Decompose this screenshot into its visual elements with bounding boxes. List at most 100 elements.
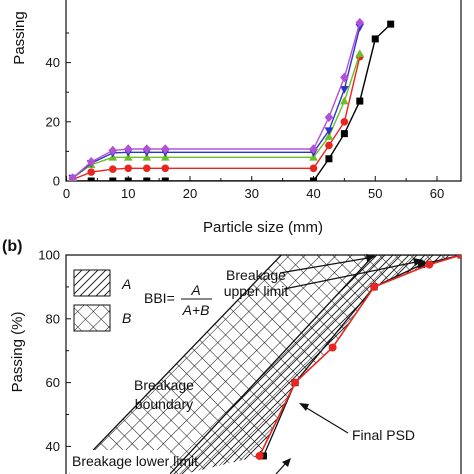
data-point [457, 255, 461, 259]
region-b-crosshatch [70, 255, 461, 474]
x-axis-label: Particle size (mm) [203, 219, 323, 236]
arrow-lower-limit [275, 462, 287, 474]
data-point [309, 164, 318, 173]
x-tick-label-a: 10 [121, 186, 135, 201]
series-line [72, 23, 392, 181]
y-tick-label-b: 80 [46, 311, 60, 326]
legend-swatch-b [73, 304, 111, 332]
legend-swatch-a [73, 269, 111, 297]
data-point [109, 177, 117, 181]
data-point [387, 20, 395, 28]
x-tick-label-a: 30 [245, 186, 259, 201]
legend-label-b: B [122, 310, 131, 326]
data-point [328, 343, 337, 352]
panel-a: 0 10 20 30 40 50 60 0 20 40 Particle size (mm) Pa… [11, 0, 462, 236]
data-point [291, 378, 300, 387]
series-line [72, 56, 361, 181]
annotation-boundary-1: Breakage [134, 377, 194, 393]
data-point [123, 144, 133, 154]
annotation-upper-limit-1: Breakage [226, 267, 286, 283]
arrowhead-lower-limit [282, 458, 291, 467]
data-point [340, 96, 349, 105]
arrow-final-psd [304, 406, 349, 434]
data-point [355, 17, 365, 28]
data-point [87, 177, 95, 181]
data-point [355, 49, 365, 58]
x-tick-label-a: 50 [368, 186, 382, 201]
series-line [72, 22, 361, 179]
panel-label-b: (b) [2, 238, 22, 255]
data-point [340, 72, 349, 83]
data-point [340, 130, 348, 138]
data-point [325, 141, 333, 150]
data-point [324, 127, 334, 136]
data-point [324, 112, 334, 123]
data-point [68, 173, 77, 181]
y-tick-label-b: 40 [46, 439, 60, 454]
arrowhead-upper-limit-1 [366, 254, 376, 262]
data-point [324, 132, 334, 140]
data-point [124, 164, 133, 173]
data-point [255, 451, 264, 460]
data-point [355, 23, 365, 32]
bbi-equation-lhs: BBI= [144, 290, 175, 306]
panel-b-areas [70, 255, 461, 474]
y-tick-label-a: 0 [53, 174, 60, 189]
data-point [371, 35, 379, 43]
annotation-final-psd: Final PSD [352, 427, 415, 443]
series-4 [68, 17, 365, 181]
panel-a-ticks: 0 10 20 30 40 50 60 0 20 40 [46, 32, 444, 201]
data-point [370, 282, 379, 291]
y-axis-label-b: Passing (%) [9, 312, 26, 393]
data-point [109, 165, 117, 173]
x-tick-label-a: 60 [430, 186, 444, 201]
panel-b: (b) 100 80 60 40 Passing (%) A B BBI= A A+B… [2, 238, 462, 474]
data-point [161, 177, 169, 181]
data-point [356, 97, 364, 105]
annotation-upper-limit-2: upper limit [224, 283, 289, 299]
annotation-boundary-2: boundary [135, 396, 193, 412]
series-line [72, 26, 361, 179]
data-point [310, 177, 317, 181]
breakage-boundary-line [69, 255, 282, 474]
legend-label-a: A [121, 276, 131, 292]
data-point [161, 164, 170, 173]
bbi-denominator: A+B [182, 302, 210, 318]
data-point [143, 177, 151, 181]
data-point [340, 85, 349, 94]
y-tick-label-b: 60 [46, 375, 60, 390]
panel-b-ticks: 100 80 60 40 [38, 248, 71, 454]
data-point [142, 144, 152, 154]
y-tick-label-a: 20 [46, 114, 60, 129]
data-point [161, 144, 170, 154]
y-tick-label-a: 40 [46, 55, 60, 70]
panel-a-frame [65, 0, 462, 182]
arrow-upper-limit-2 [283, 261, 417, 290]
data-point [309, 144, 318, 154]
series-2 [68, 49, 365, 181]
data-point [124, 177, 132, 181]
x-tick-label-a: 20 [183, 186, 197, 201]
x-tick-label-a: 0 [63, 186, 70, 201]
data-point [425, 260, 434, 269]
arrowhead-final-psd [299, 403, 309, 411]
annotation-lower-limit: Breakage lower limit [72, 453, 198, 469]
upper-limit-line [169, 255, 461, 474]
data-point [325, 155, 333, 163]
arrow-upper-limit-1 [279, 257, 369, 274]
data-point [86, 156, 96, 167]
data-point [418, 261, 425, 269]
x-tick-label-a: 40 [306, 186, 320, 201]
bbi-numerator: A [190, 282, 200, 298]
final-psd-line [258, 255, 461, 457]
series-line [72, 53, 361, 179]
data-point [142, 164, 151, 173]
data-point [87, 168, 95, 176]
panel-b-lines [69, 255, 461, 474]
panel-a-series [68, 17, 395, 181]
data-point [340, 118, 349, 126]
arrowhead-upper-limit-2 [413, 258, 424, 266]
y-tick-label-b: 100 [38, 248, 60, 263]
panel-b-frame [65, 254, 462, 474]
